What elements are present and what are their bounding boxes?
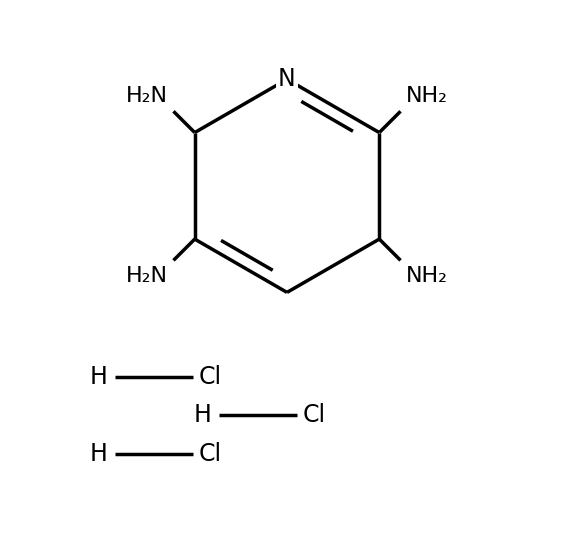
Text: N: N: [278, 67, 296, 91]
Text: Cl: Cl: [199, 442, 222, 465]
Text: H: H: [90, 442, 107, 465]
Text: NH₂: NH₂: [406, 266, 448, 286]
Text: NH₂: NH₂: [406, 86, 448, 106]
Text: H: H: [193, 404, 211, 427]
Text: H₂N: H₂N: [126, 86, 168, 106]
Text: Cl: Cl: [199, 365, 222, 389]
Text: H: H: [90, 365, 107, 389]
Text: H₂N: H₂N: [126, 266, 168, 286]
Text: Cl: Cl: [302, 404, 326, 427]
